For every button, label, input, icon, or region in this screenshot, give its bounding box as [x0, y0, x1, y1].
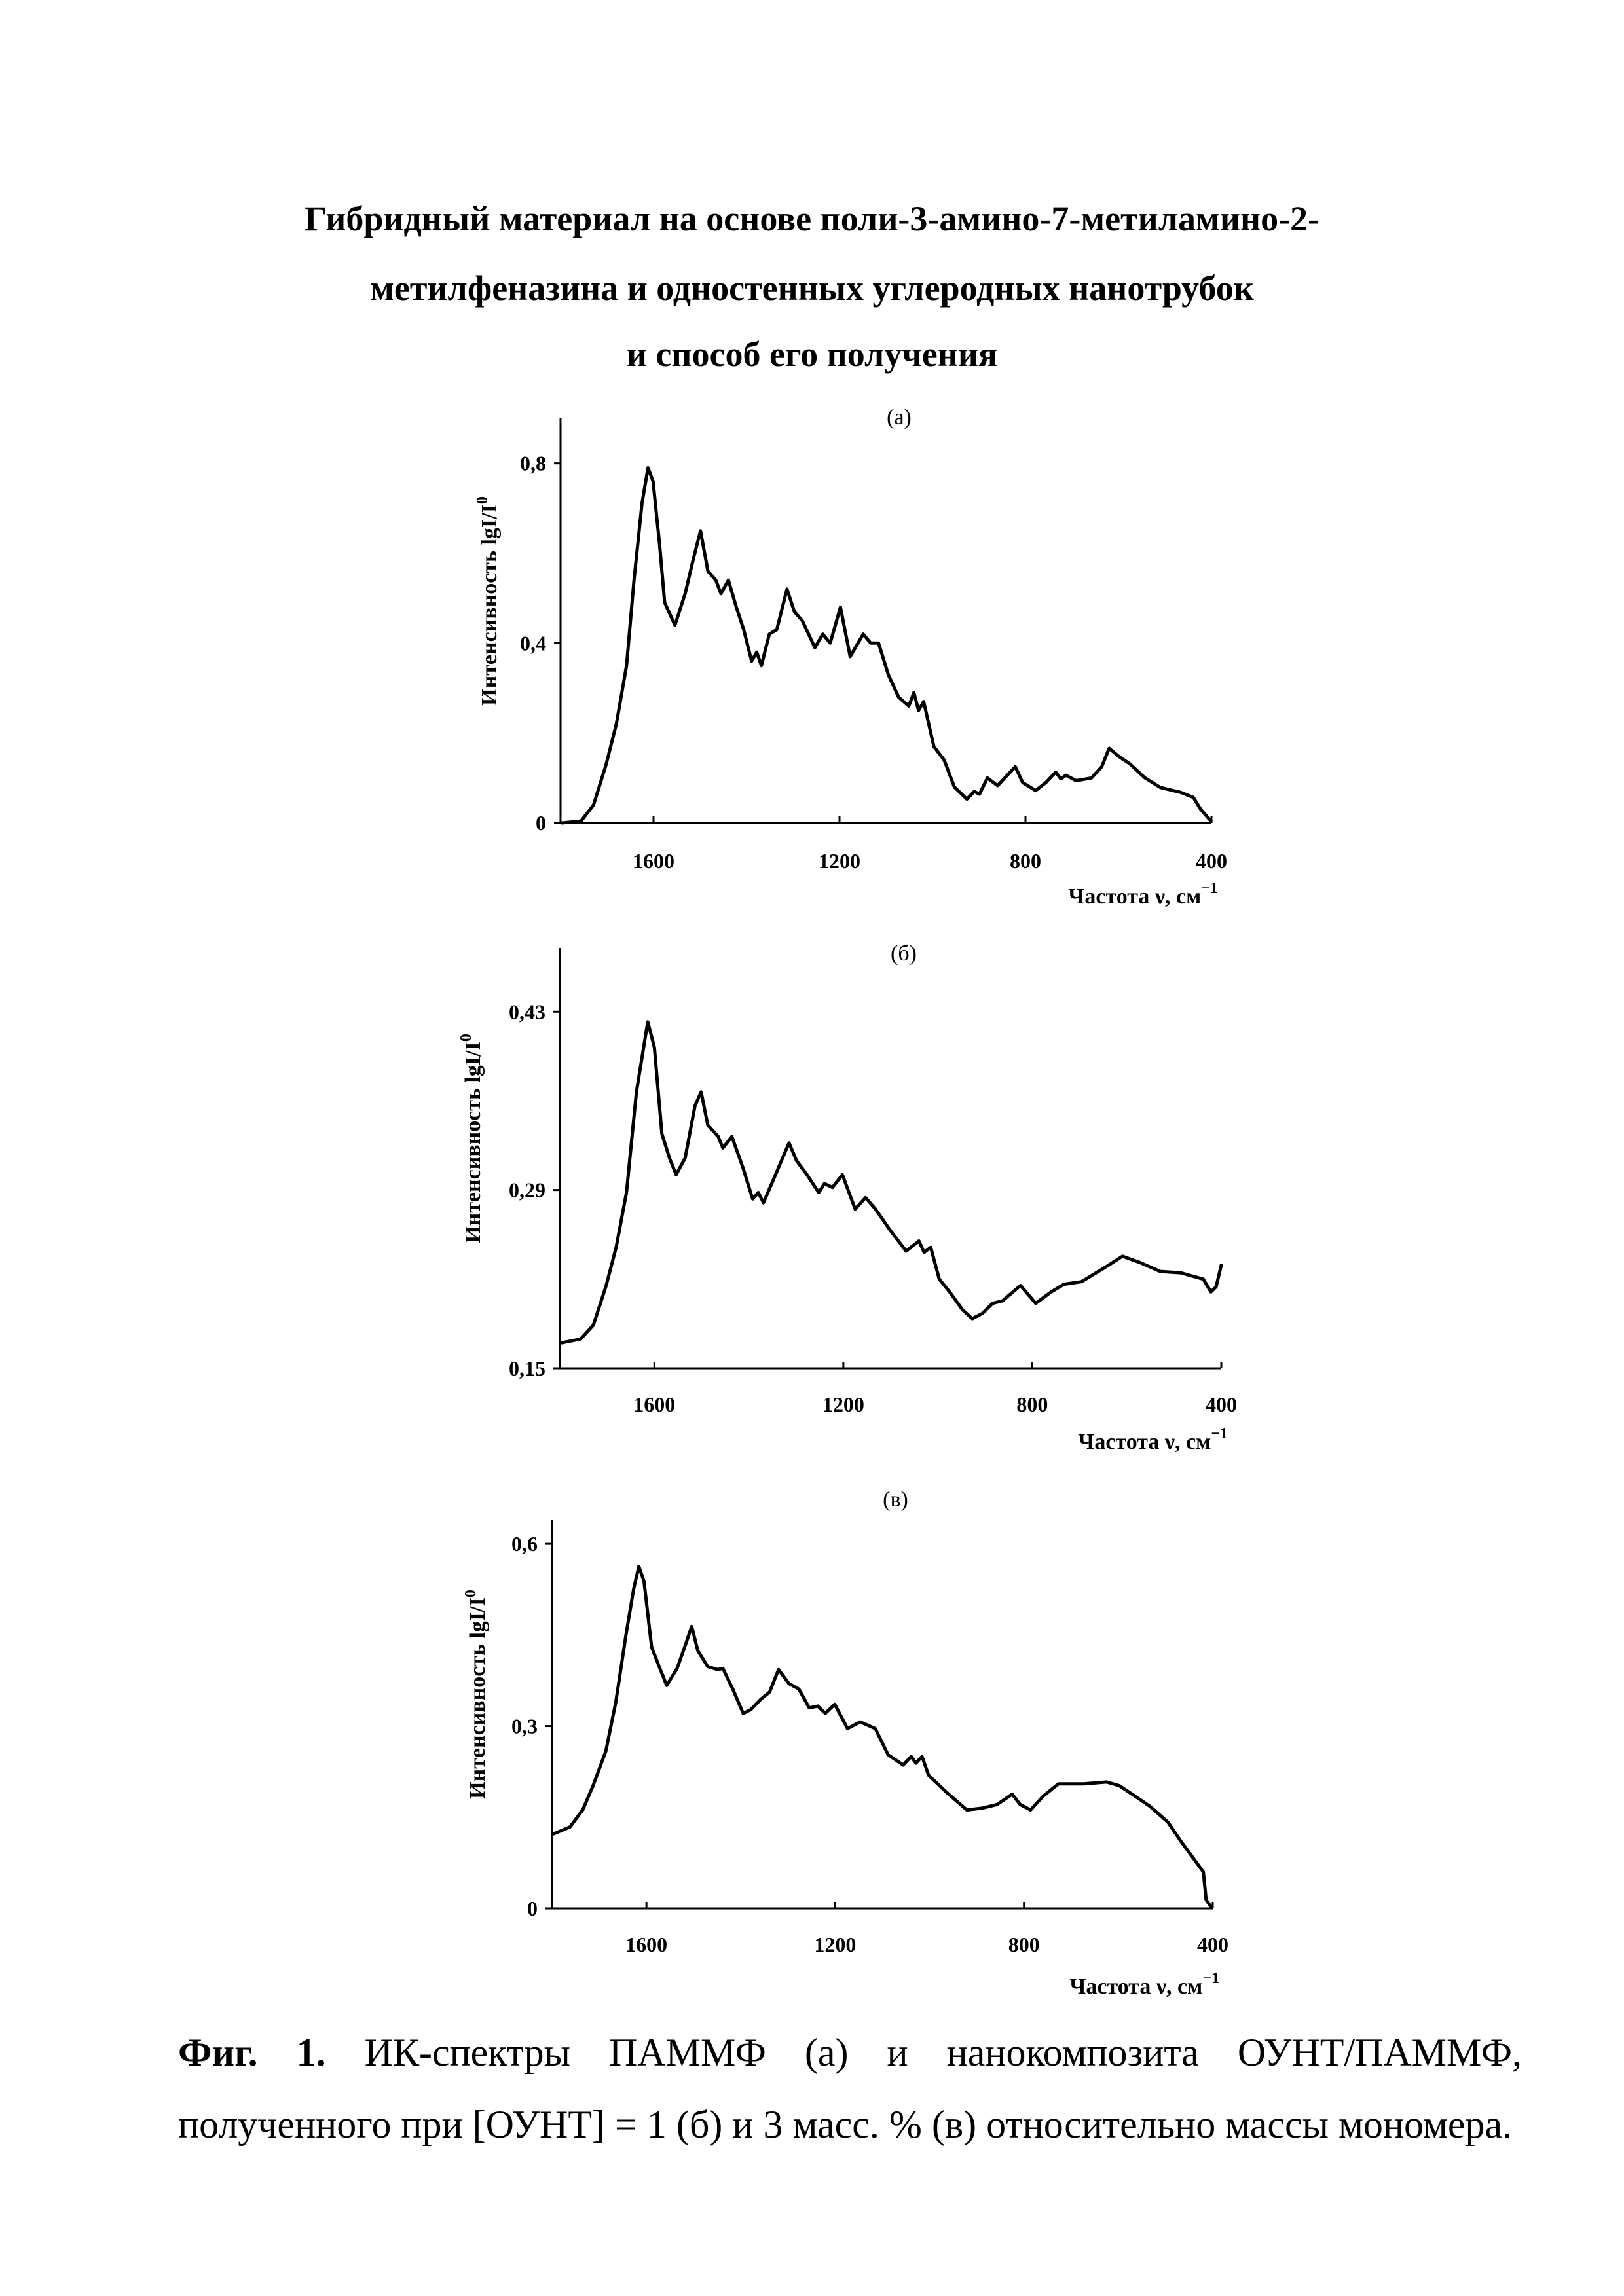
x-tick-label: 400	[1206, 1393, 1237, 1416]
chart-panel-b: 1600 1200 800 400 0,15 0,29 0,43 (б) Частота ν, …	[458, 941, 1237, 1454]
x-tick-label: 1600	[633, 1393, 675, 1416]
x-tick-label: 400	[1197, 1933, 1228, 1956]
y-tick-label: 0,15	[509, 1357, 545, 1380]
y-tick-label: 0	[536, 811, 546, 835]
y-tick-label: 0,43	[509, 1000, 545, 1023]
y-tick-label: 0	[527, 1897, 538, 1920]
y-tick-label: 0,4	[520, 631, 546, 655]
x-axis-label: Частота ν, см−1	[1068, 880, 1218, 909]
y-axis-label-text: Интенсивность lgI/I	[461, 1042, 485, 1243]
x-tick-label: 1600	[633, 849, 674, 873]
y-axis-label: Интенсивность lgI/I0	[462, 1590, 490, 1799]
figure-caption-label: Фиг. 1.	[178, 2031, 326, 2074]
figure-charts: 1600120080040000,40,8(а)Частота ν, см−1И…	[0, 0, 1624, 2296]
spectrum-line-a	[562, 468, 1211, 824]
y-axis-label-superscript: 0	[458, 1034, 475, 1042]
x-tick-label: 1200	[814, 1933, 856, 1956]
spectrum-line-c	[553, 1567, 1211, 1907]
figure-caption-line-2: полученного при [ОУНТ] = 1 (б) и 3 масс.…	[178, 2102, 1522, 2147]
x-tick-label: 800	[1016, 1393, 1048, 1416]
x-tick-label: 800	[1008, 1933, 1040, 1956]
x-axis-label: Частота ν, см−1	[1069, 1970, 1219, 1999]
chart-panel-a: 1600 1200 800 400 0 0,4 0,8 (а) Частота ν, см−1 И…	[474, 405, 1227, 909]
x-axis-label-superscript: −1	[1201, 880, 1218, 897]
x-tick-label: 800	[1010, 849, 1041, 873]
chart-panel-c: 1600 1200 800 400 0 0,3 0,6 (в) Частота ν, см−1 И…	[462, 1487, 1228, 1999]
y-axis-label: Интенсивность lgI/I0	[458, 1034, 485, 1243]
y-axis-label-text: Интенсивность lgI/I	[477, 504, 502, 706]
x-tick-label: 400	[1196, 849, 1227, 873]
panel-label: (в)	[883, 1487, 908, 1512]
x-tick-label: 1600	[625, 1933, 667, 1956]
x-axis-label-text: Частота ν, см	[1069, 1975, 1202, 1999]
x-axis-label-text: Частота ν, см	[1068, 884, 1201, 909]
x-tick-label: 1200	[822, 1393, 864, 1416]
y-axis-label-superscript: 0	[462, 1590, 479, 1597]
x-axis-label-superscript: −1	[1211, 1425, 1228, 1442]
panel-label: (б)	[891, 941, 917, 966]
x-axis-label: Частота ν, см−1	[1078, 1425, 1228, 1454]
y-tick-label: 0,8	[520, 452, 546, 475]
figure-caption-text-1: ИК-спектры ПАММФ (а) и нанокомпозита ОУН…	[365, 2031, 1522, 2074]
spectrum-line-b	[562, 1022, 1221, 1343]
y-axis-label: Интенсивность lgI/I0	[474, 496, 502, 706]
y-tick-label: 0,6	[511, 1532, 538, 1556]
panel-label: (а)	[887, 405, 912, 429]
x-axis-label-superscript: −1	[1202, 1970, 1219, 1987]
x-axis-label-text: Частота ν, см	[1078, 1430, 1211, 1454]
y-tick-label: 0,3	[511, 1715, 538, 1738]
figure-caption-line-1: Фиг. 1. ИК-спектры ПАММФ (а) и нанокомпо…	[178, 2030, 1522, 2075]
y-axis-label-superscript: 0	[474, 496, 491, 504]
x-tick-label: 1200	[819, 849, 860, 873]
y-axis-label-text: Интенсивность lgI/I	[466, 1597, 490, 1799]
y-tick-label: 0,29	[509, 1178, 545, 1202]
